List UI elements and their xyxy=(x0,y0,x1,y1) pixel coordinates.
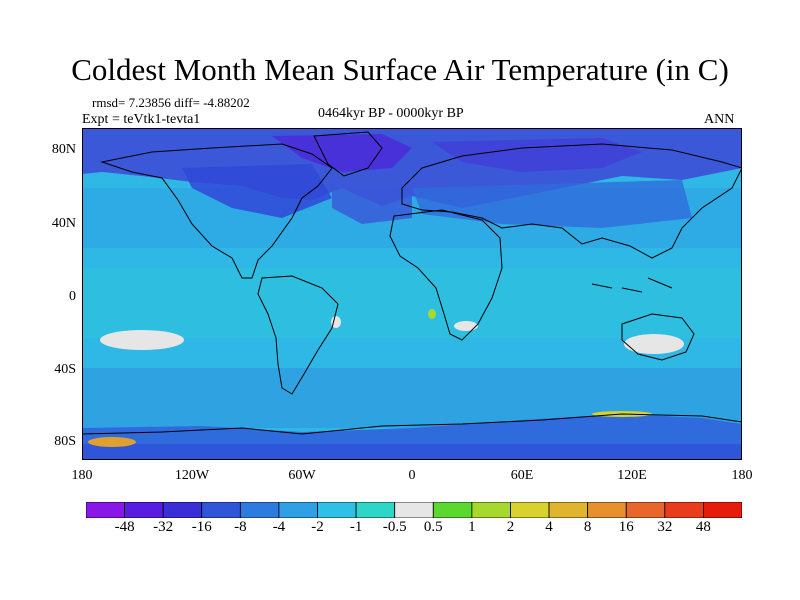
colorbar-tick-label: -48 xyxy=(114,519,135,535)
lon-label-0: 0 xyxy=(408,468,416,483)
lon-label-180w: 180 xyxy=(71,468,93,483)
neutral-patch-south-pacific xyxy=(100,330,184,350)
north-america-cold xyxy=(182,164,332,218)
lon-label-120e: 120E xyxy=(617,468,647,483)
lon-label-60e: 60E xyxy=(510,468,534,483)
colorbar-tick-label: -8 xyxy=(234,519,247,535)
colorbar-swatch xyxy=(124,502,164,518)
colorbar-swatch xyxy=(703,502,742,518)
colorbar-swatch xyxy=(664,502,704,518)
neutral-patch-australia xyxy=(624,334,684,354)
lat-label-40s: 40S xyxy=(54,362,76,377)
colorbar-tick-label: -4 xyxy=(272,519,286,535)
colorbar-tick-label: 48 xyxy=(695,519,711,535)
colorbar-swatch xyxy=(625,502,666,518)
siberia-very-cold xyxy=(432,138,642,172)
lon-label-60w: 60W xyxy=(288,468,316,483)
band-tropics xyxy=(82,268,742,338)
warm-patch-antarctic-west xyxy=(88,437,136,447)
colorbar-swatch xyxy=(587,502,627,518)
warm-patch-africa xyxy=(428,309,436,319)
colorbar-tick-label: -0.5 xyxy=(382,519,407,535)
coastline-antarctica xyxy=(82,413,742,435)
colorbar-tick-label: 1 xyxy=(468,519,476,535)
colorbar xyxy=(86,502,742,518)
antarctic-interior xyxy=(82,444,742,460)
rmsd-diff-text: rmsd= 7.23856 diff= -4.88202 xyxy=(92,95,250,110)
colorbar-tick-label: -2 xyxy=(311,519,324,535)
coastline-south-america xyxy=(257,275,339,395)
coastline-greenland xyxy=(313,131,383,177)
lon-label-180e: 180 xyxy=(731,468,753,483)
north-atlantic-cold xyxy=(332,186,412,224)
coastline-australia xyxy=(621,313,695,361)
lat-label-40n: 40N xyxy=(51,216,76,231)
colorbar-tick-label: -16 xyxy=(191,519,212,535)
colorbar-tick-label: 32 xyxy=(657,519,673,535)
colorbar-swatch xyxy=(394,502,434,518)
colorbar-swatch xyxy=(548,502,589,518)
temperature-anomaly-map xyxy=(82,128,742,460)
plot-title: Coldest Month Mean Surface Air Temperatu… xyxy=(71,52,729,87)
coastline-north-america xyxy=(100,143,333,279)
colorbar-tick-label: 2 xyxy=(506,519,515,535)
arctic-very-cold xyxy=(272,134,412,172)
map-frame xyxy=(82,128,742,460)
colorbar-swatch xyxy=(239,502,280,518)
colorbar-tick-label: 0.5 xyxy=(423,519,443,535)
colorbar-swatch xyxy=(471,502,511,518)
coastline-eurasia xyxy=(401,143,742,259)
colorbar-swatch xyxy=(317,502,357,518)
colorbar-tick-label: 16 xyxy=(618,519,634,535)
experiment-text: Expt = teVtk1-tevta1 xyxy=(82,112,201,127)
neutral-patch-africa xyxy=(454,321,478,331)
colorbar-tick-label: -1 xyxy=(349,519,363,535)
coastline-indonesia xyxy=(591,277,673,293)
eurasia-cold-band xyxy=(412,180,692,228)
season-text: ANN xyxy=(704,112,735,127)
colorbar-tick-label: -32 xyxy=(153,519,174,535)
colorbar-swatch xyxy=(278,502,318,518)
lon-label-120w: 120W xyxy=(174,468,210,483)
lat-label-0: 0 xyxy=(69,289,76,304)
colorbar-swatch xyxy=(201,502,241,518)
lat-label-80n: 80N xyxy=(51,142,76,157)
period-text: 0464kyr BP - 0000kyr BP xyxy=(318,106,464,121)
colorbar-swatch xyxy=(162,502,203,518)
neutral-patch-south-america xyxy=(331,316,341,328)
colorbar-tick-label: 4 xyxy=(545,519,553,535)
colorbar-swatch xyxy=(86,502,125,518)
colorbar-swatch xyxy=(432,502,473,518)
colorbar-swatch xyxy=(510,502,550,518)
coastlines xyxy=(82,131,742,435)
colorbar-swatch xyxy=(355,502,396,518)
coastline-africa xyxy=(389,209,503,341)
lat-label-80s: 80S xyxy=(54,434,76,449)
colorbar-tick-label: 8 xyxy=(583,519,592,535)
